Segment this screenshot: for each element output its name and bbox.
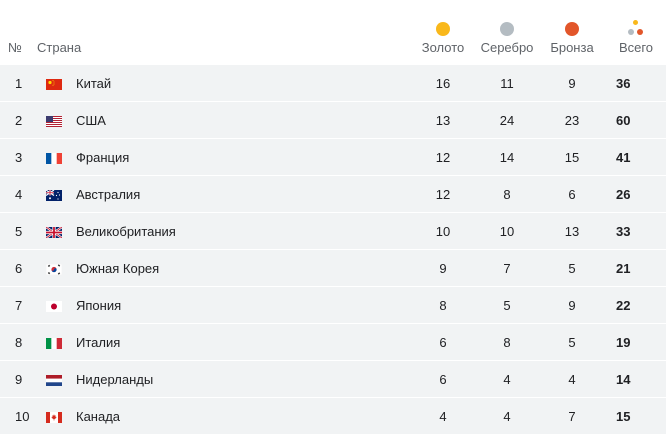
- gold-column-header: Золото: [418, 0, 468, 64]
- rank-cell: 10: [15, 409, 30, 424]
- silver-count: 4: [503, 372, 511, 387]
- total-count: 19: [616, 335, 631, 350]
- total-count: 36: [616, 76, 631, 91]
- rank-cell: 1: [15, 76, 23, 91]
- bronze-column-header: Бронза: [546, 0, 598, 64]
- total-medals-icon: [628, 20, 644, 36]
- silver-header-label: Серебро: [480, 40, 534, 55]
- silver-count: 24: [499, 113, 515, 128]
- table-row: 7 Япония 8 5 9 22: [0, 286, 666, 323]
- rank-header: №: [8, 40, 22, 55]
- silver-count: 4: [503, 409, 511, 424]
- silver-count: 8: [503, 335, 511, 350]
- total-count: 14: [616, 372, 631, 387]
- gold-count: 10: [435, 224, 451, 239]
- bronze-header-label: Бронза: [550, 40, 594, 55]
- table-row: 9 Нидерланды 6 4 4 14: [0, 360, 666, 397]
- bronze-count: 4: [568, 372, 576, 387]
- country-name: Великобритания: [76, 224, 176, 239]
- italy-flag-icon: [46, 337, 62, 349]
- table-row: 1 Китай 16 11 9 36: [0, 64, 666, 101]
- bronze-count: 13: [564, 224, 580, 239]
- country-header: Страна: [37, 40, 82, 55]
- gold-count: 8: [439, 298, 447, 313]
- gold-medal-icon: [436, 22, 450, 36]
- total-header-label: Всего: [618, 40, 654, 55]
- silver-count: 14: [499, 150, 515, 165]
- total-column-header: Всего: [612, 0, 660, 64]
- bronze-count: 7: [568, 409, 576, 424]
- gold-count: 13: [435, 113, 451, 128]
- table-row: 10 Канада 4 4 7 15: [0, 397, 666, 434]
- gold-count: 6: [439, 372, 447, 387]
- table-row: 6 Южная Корея 9 7 5 21: [0, 249, 666, 286]
- country-name: США: [76, 113, 106, 128]
- australia-flag-icon: [45, 189, 62, 201]
- silver-medal-icon: [500, 22, 514, 36]
- table-row: 5 Великобритания 10 10 13 33: [0, 212, 666, 249]
- country-name: Южная Корея: [76, 261, 160, 276]
- silver-count: 11: [500, 76, 514, 91]
- table-row: 8 Италия 6 8 5 19: [0, 323, 666, 360]
- netherlands-flag-icon: [46, 374, 62, 386]
- bronze-count: 23: [564, 113, 580, 128]
- gold-count: 12: [435, 187, 451, 202]
- rank-cell: 5: [15, 224, 23, 239]
- total-count: 26: [616, 187, 631, 202]
- silver-count: 8: [503, 187, 511, 202]
- uk-flag-icon: [45, 226, 63, 239]
- total-count: 21: [616, 261, 631, 276]
- country-name: Китай: [76, 76, 112, 91]
- china-flag-icon: [46, 78, 62, 90]
- total-count: 22: [616, 298, 631, 313]
- country-name: Канада: [76, 409, 121, 424]
- total-count: 15: [616, 409, 631, 424]
- bronze-count: 9: [568, 298, 576, 313]
- gold-header-label: Золото: [421, 40, 465, 55]
- total-count: 41: [616, 150, 631, 165]
- bronze-count: 9: [568, 76, 576, 91]
- country-name: Австралия: [76, 187, 141, 202]
- total-count: 60: [616, 113, 631, 128]
- rank-cell: 9: [15, 372, 23, 387]
- total-count: 33: [616, 224, 631, 239]
- bronze-count: 5: [568, 261, 576, 276]
- silver-count: 7: [503, 261, 511, 276]
- bronze-count: 15: [564, 150, 580, 165]
- rank-cell: 2: [15, 113, 23, 128]
- rank-cell: 3: [15, 150, 23, 165]
- country-name: Италия: [76, 335, 121, 350]
- bronze-count: 6: [568, 187, 576, 202]
- table-row: 4 Австралия 12 8 6 26: [0, 175, 666, 212]
- bronze-count: 5: [568, 335, 576, 350]
- silver-column-header: Серебро: [478, 0, 536, 64]
- gold-count: 4: [439, 409, 447, 424]
- table-body: 1 Китай 16 11 9 36 2 США 13 24 23 60 3 Франция 12 14 15 4…: [0, 64, 666, 434]
- canada-flag-icon: [46, 411, 62, 423]
- gold-count: 9: [439, 261, 447, 276]
- table-row: 3 Франция 12 14 15 41: [0, 138, 666, 175]
- gold-count: 16: [435, 76, 451, 91]
- country-name: Нидерланды: [76, 372, 154, 387]
- bronze-medal-icon: [565, 22, 579, 36]
- country-name: Япония: [76, 298, 122, 313]
- silver-count: 5: [503, 298, 511, 313]
- rank-cell: 6: [15, 261, 23, 276]
- rank-cell: 7: [15, 298, 23, 313]
- south-korea-flag-icon: [45, 263, 63, 276]
- rank-cell: 8: [15, 335, 23, 350]
- silver-count: 10: [499, 224, 515, 239]
- france-flag-icon: [46, 152, 62, 164]
- japan-flag-icon: [46, 300, 62, 312]
- gold-count: 6: [439, 335, 447, 350]
- rank-cell: 4: [15, 187, 23, 202]
- country-name: Франция: [76, 150, 130, 165]
- table-row: 2 США 13 24 23 60: [0, 101, 666, 138]
- table-header: № Страна Золото Серебро Бронза Всего: [0, 0, 666, 64]
- usa-flag-icon: [46, 115, 62, 127]
- gold-count: 12: [435, 150, 451, 165]
